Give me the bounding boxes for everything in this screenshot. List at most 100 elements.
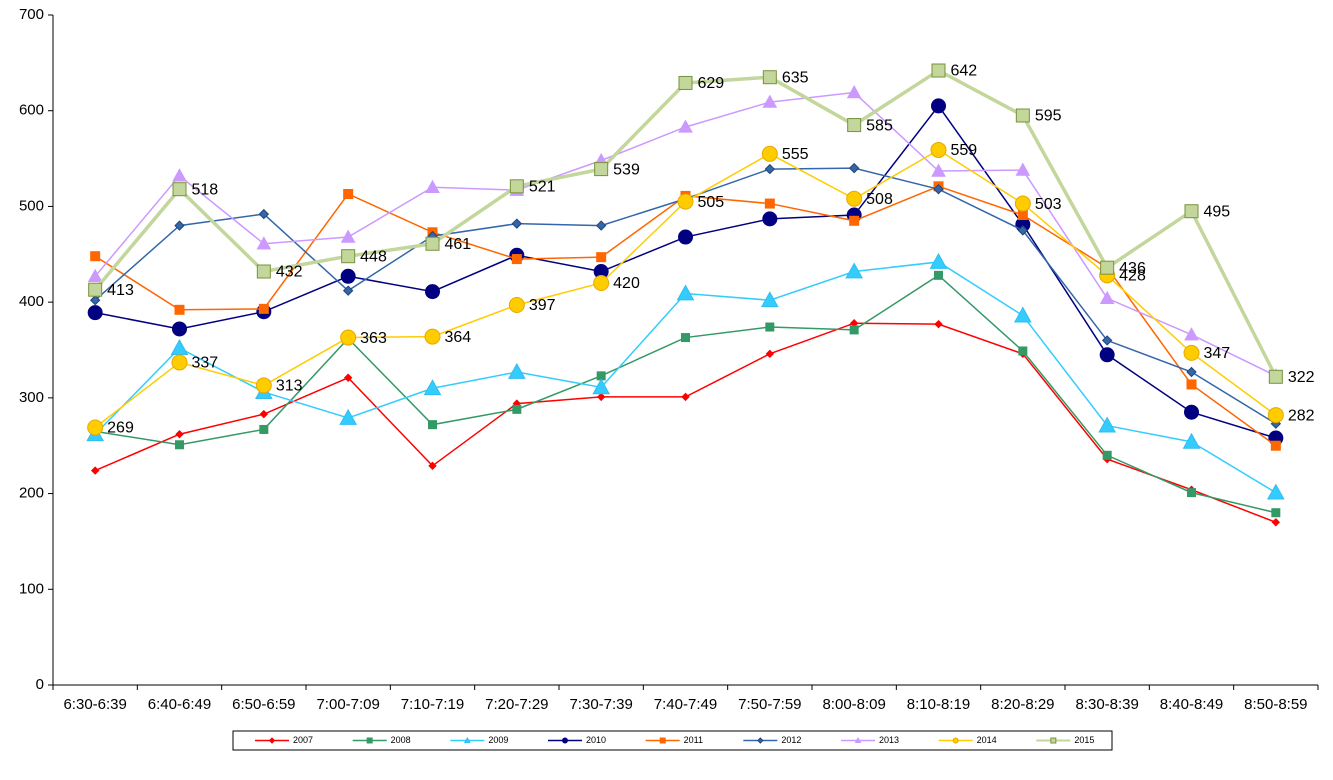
marker	[340, 329, 357, 346]
marker	[847, 118, 862, 133]
legend-label: 2014	[977, 735, 997, 745]
marker	[170, 339, 189, 355]
marker	[933, 183, 944, 195]
legend-label: 2010	[586, 735, 606, 745]
data-label: 642	[951, 63, 978, 80]
marker	[90, 466, 100, 475]
legend-label: 2008	[391, 735, 411, 745]
marker	[268, 737, 276, 744]
series-line	[93, 68, 1278, 378]
y-tick-label: 400	[19, 293, 44, 310]
x-tick-label: 6:40-6:49	[148, 696, 211, 713]
series-line	[95, 104, 1277, 439]
marker	[340, 268, 356, 284]
y-tick-label: 200	[19, 485, 44, 502]
marker	[762, 211, 778, 227]
marker	[259, 424, 269, 434]
data-label: 436	[1119, 260, 1146, 277]
marker	[339, 408, 358, 425]
marker	[1184, 327, 1199, 341]
marker	[256, 264, 271, 279]
marker	[423, 379, 442, 396]
marker	[171, 354, 188, 371]
marker	[931, 98, 946, 114]
series-line	[94, 185, 1277, 447]
marker	[1186, 366, 1197, 378]
marker	[1182, 432, 1201, 449]
data-label: 495	[1204, 203, 1231, 220]
x-tick-label: 8:20-8:29	[991, 696, 1054, 713]
marker	[1050, 737, 1057, 744]
data-label: 337	[192, 355, 219, 372]
marker	[757, 737, 764, 744]
series	[87, 98, 1284, 446]
marker	[846, 84, 862, 99]
marker	[1013, 306, 1032, 323]
marker	[765, 349, 775, 359]
marker	[934, 319, 943, 329]
x-tick-label: 7:20-7:29	[485, 696, 548, 713]
marker	[596, 392, 606, 402]
marker	[762, 70, 777, 85]
y-tick-label: 100	[19, 580, 44, 597]
marker	[87, 268, 103, 282]
marker	[172, 168, 187, 182]
marker	[87, 419, 104, 436]
marker	[1101, 335, 1113, 346]
series-line	[94, 322, 1277, 523]
data-label: 282	[1288, 407, 1315, 424]
data-label: 347	[1204, 345, 1231, 362]
marker	[952, 737, 959, 744]
marker	[1183, 344, 1200, 361]
marker	[764, 163, 776, 175]
data-label: 363	[360, 330, 387, 347]
marker	[676, 284, 695, 301]
marker	[172, 182, 187, 197]
marker	[677, 193, 694, 210]
legend-label: 2011	[684, 735, 703, 745]
marker	[463, 736, 471, 743]
marker	[1184, 204, 1199, 219]
marker	[1098, 416, 1117, 433]
data-label: 420	[613, 275, 640, 292]
marker	[761, 145, 778, 162]
marker	[931, 63, 946, 78]
marker	[678, 75, 693, 90]
marker	[428, 420, 437, 430]
marker	[366, 737, 373, 744]
data-label: 559	[951, 142, 978, 159]
data-label: 539	[613, 161, 640, 178]
marker	[659, 737, 666, 744]
marker	[762, 94, 778, 108]
marker	[1266, 483, 1285, 500]
marker	[1271, 518, 1281, 527]
data-label: 413	[107, 282, 134, 299]
marker	[88, 282, 103, 297]
data-label: 397	[529, 297, 556, 314]
marker	[90, 251, 101, 262]
data-label: 629	[698, 75, 725, 92]
marker	[343, 373, 353, 382]
marker	[765, 322, 775, 332]
y-tick-label: 700	[19, 6, 44, 23]
marker	[511, 254, 522, 265]
marker	[1267, 407, 1284, 424]
data-label: 635	[782, 69, 809, 86]
data-label: 585	[866, 117, 893, 134]
data-label: 555	[782, 146, 809, 163]
marker	[1268, 369, 1283, 384]
marker	[255, 377, 272, 394]
x-tick-label: 6:50-6:59	[232, 696, 295, 713]
marker	[1017, 225, 1029, 236]
x-tick-label: 8:30-8:39	[1075, 696, 1138, 713]
marker	[425, 284, 440, 300]
marker	[562, 737, 568, 744]
marker	[258, 303, 269, 314]
marker	[1014, 195, 1031, 212]
marker	[175, 430, 184, 439]
series	[87, 141, 1284, 436]
data-label: 364	[445, 329, 472, 346]
y-tick-label: 0	[36, 676, 44, 693]
series	[90, 270, 1281, 518]
data-label: 461	[445, 236, 472, 253]
